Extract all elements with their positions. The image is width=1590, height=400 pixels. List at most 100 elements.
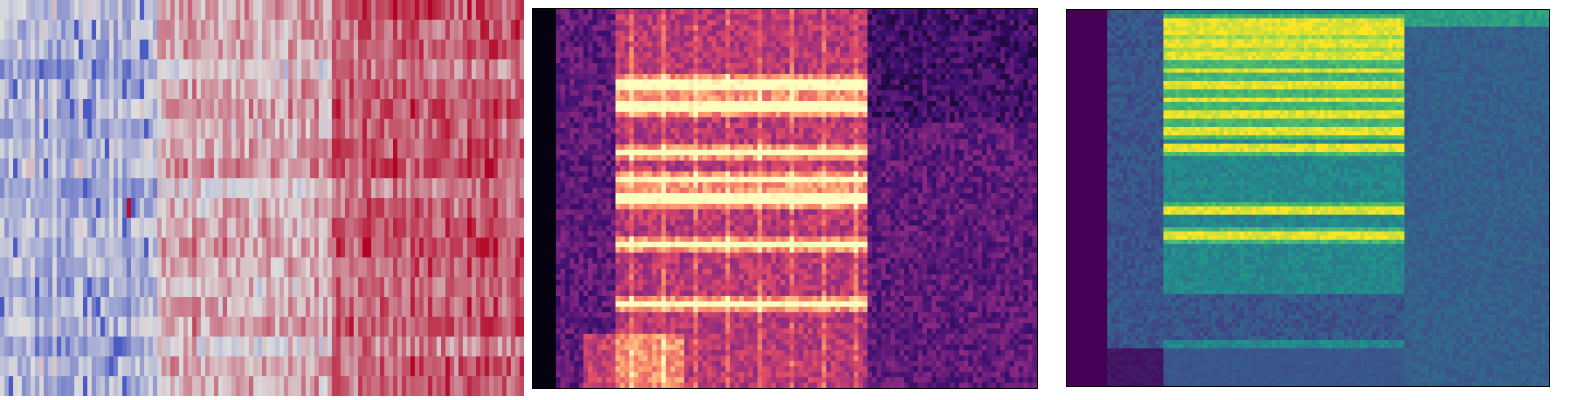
- heatmap-cell: [344, 198, 350, 219]
- heatmap-cell: [807, 30, 814, 37]
- heatmap-cell: [515, 138, 521, 159]
- heatmap-cell: [135, 59, 141, 80]
- heatmap-cell: [257, 277, 263, 298]
- heatmap-cell: [968, 19, 974, 26]
- heatmap-cell: [65, 39, 71, 60]
- heatmap-cell: [995, 41, 1001, 48]
- heatmap-cell: [410, 198, 416, 219]
- heatmap-cell: [279, 158, 285, 179]
- heatmap-cell: [419, 237, 425, 258]
- heatmap-cell: [565, 9, 571, 16]
- heatmap-cell: [1004, 101, 1011, 108]
- heatmap-cell: [375, 19, 381, 41]
- heatmap-cell: [629, 133, 635, 140]
- heatmap-cell: [629, 30, 635, 37]
- heatmap-cell: [109, 79, 115, 100]
- heatmap-cell: [69, 297, 75, 318]
- heatmap-cell: [388, 257, 394, 278]
- heatmap-cell: [551, 128, 557, 135]
- heatmap-cell: [1014, 122, 1020, 129]
- heatmap-cell: [161, 118, 167, 140]
- heatmap-cell: [414, 178, 420, 199]
- heatmap-cell: [972, 73, 979, 80]
- heatmap-cell: [574, 9, 580, 16]
- heatmap-cell: [954, 122, 960, 129]
- heatmap-cell: [679, 25, 685, 32]
- heatmap-cell: [336, 158, 342, 179]
- heatmap-cell: [803, 46, 809, 53]
- heatmap-cell: [656, 63, 662, 70]
- heatmap-cell: [157, 237, 163, 258]
- heatmap-cell: [493, 158, 499, 179]
- heatmap-cell: [358, 277, 364, 298]
- heatmap-cell: [620, 106, 626, 113]
- heatmap-cell: [56, 198, 62, 219]
- heatmap-cell: [995, 36, 1001, 43]
- heatmap-cell: [388, 356, 394, 377]
- heatmap-cell: [1000, 122, 1006, 129]
- heatmap-cell: [862, 84, 869, 91]
- heatmap-cell: [240, 99, 246, 120]
- heatmap-cell: [165, 19, 171, 41]
- heatmap-cell: [546, 84, 552, 91]
- heatmap-cell: [427, 198, 433, 219]
- heatmap-cell: [126, 118, 132, 140]
- heatmap-cell: [375, 297, 381, 318]
- heatmap-cell: [587, 14, 594, 21]
- heatmap-cell: [323, 297, 329, 318]
- heatmap-cell: [757, 36, 763, 43]
- heatmap-cell: [711, 79, 717, 86]
- heatmap-cell: [647, 41, 653, 48]
- heatmap-cell: [876, 79, 882, 86]
- heatmap-cell: [610, 84, 617, 91]
- heatmap-cell: [592, 117, 598, 124]
- heatmap-cell: [624, 106, 630, 113]
- heatmap-cell: [235, 237, 241, 258]
- heatmap-cell: [318, 39, 324, 60]
- heatmap-cell: [240, 217, 246, 239]
- heatmap-cell: [711, 25, 717, 32]
- heatmap-cell: [610, 128, 617, 135]
- heatmap-cell: [569, 84, 575, 91]
- heatmap-cell: [1014, 95, 1020, 102]
- heatmap-cell: [725, 63, 731, 70]
- heatmap-cell: [954, 117, 960, 124]
- heatmap-cell: [785, 41, 791, 48]
- heatmap-cell: [270, 356, 276, 377]
- heatmap-cell: [830, 25, 836, 32]
- heatmap-cell: [135, 158, 141, 179]
- heatmap-cell: [331, 198, 337, 219]
- heatmap-cell: [982, 111, 988, 118]
- heatmap-cell: [615, 73, 621, 80]
- heatmap-cell: [872, 19, 878, 26]
- heatmap-cell: [1000, 128, 1006, 135]
- heatmap-cell: [734, 36, 740, 43]
- heatmap-cell: [766, 36, 772, 43]
- heatmap-cell: [449, 257, 455, 278]
- heatmap-cell: [310, 39, 315, 60]
- heatmap-cell: [135, 316, 141, 338]
- heatmap-cell: [331, 138, 337, 159]
- heatmap-cell: [757, 101, 763, 108]
- heatmap-cell: [323, 198, 329, 219]
- heatmap-cell: [606, 106, 612, 113]
- heatmap-cell: [231, 178, 237, 199]
- heatmap-cell: [406, 237, 412, 258]
- heatmap-cell: [13, 79, 19, 100]
- heatmap-cell: [515, 277, 521, 298]
- heatmap-cell: [397, 138, 403, 159]
- heatmap-cell: [96, 138, 102, 159]
- heatmap-cell: [78, 316, 84, 338]
- heatmap-cell: [8, 356, 14, 377]
- heatmap-cell: [569, 19, 575, 26]
- heatmap-cell: [432, 158, 438, 179]
- heatmap-cell: [432, 237, 438, 258]
- heatmap-cell: [642, 57, 649, 64]
- heatmap-cell: [248, 118, 254, 140]
- heatmap-cell: [1023, 90, 1029, 97]
- heatmap-cell: [972, 101, 979, 108]
- heatmap-cell: [388, 39, 394, 60]
- heatmap-cell: [26, 297, 32, 318]
- heatmap-cell: [913, 41, 919, 48]
- heatmap-cell: [771, 14, 777, 21]
